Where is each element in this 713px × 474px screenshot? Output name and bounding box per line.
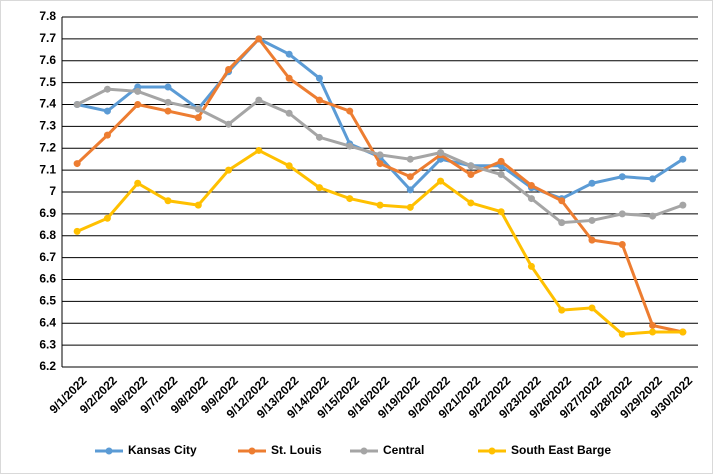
- data-point: [225, 120, 233, 128]
- data-point: [618, 210, 626, 218]
- data-point: [255, 35, 263, 43]
- y-tick-label: 7.2: [39, 140, 56, 154]
- data-point: [285, 50, 293, 58]
- y-tick-label: 6.2: [39, 359, 56, 373]
- data-point: [497, 157, 505, 165]
- legend-marker: [488, 447, 496, 455]
- data-point: [649, 212, 657, 220]
- y-tick-label: 6.9: [39, 206, 56, 220]
- data-point: [527, 181, 535, 189]
- data-point: [285, 109, 293, 117]
- data-point: [194, 105, 202, 113]
- legend-label: Kansas City: [128, 443, 197, 457]
- y-tick-label: 6.3: [39, 337, 56, 351]
- data-point: [103, 131, 111, 139]
- data-point: [437, 177, 445, 185]
- data-point: [315, 133, 323, 141]
- data-point: [346, 142, 354, 150]
- data-point: [497, 171, 505, 178]
- data-point: [649, 321, 657, 329]
- data-point: [346, 195, 354, 203]
- data-point: [194, 201, 202, 209]
- data-point: [103, 214, 111, 222]
- legend-marker: [105, 447, 113, 455]
- data-point: [164, 98, 172, 106]
- data-point: [406, 186, 414, 194]
- data-point: [285, 74, 293, 82]
- data-point: [164, 197, 172, 205]
- data-point: [467, 199, 475, 207]
- data-point: [346, 107, 354, 115]
- data-point: [558, 306, 566, 314]
- y-tick-label: 7.6: [39, 53, 56, 67]
- data-point: [527, 195, 535, 203]
- data-point: [527, 262, 535, 270]
- data-point: [679, 328, 687, 336]
- data-point: [406, 173, 414, 181]
- data-point: [679, 155, 687, 163]
- data-point: [134, 101, 142, 108]
- data-point: [649, 328, 657, 336]
- legend-marker: [248, 447, 256, 455]
- data-point: [437, 149, 445, 157]
- y-tick-label: 7.3: [39, 119, 56, 133]
- data-point: [194, 114, 202, 122]
- data-point: [134, 179, 142, 187]
- data-point: [618, 173, 626, 181]
- data-point: [103, 107, 111, 115]
- data-point: [558, 197, 566, 205]
- data-point: [467, 162, 475, 170]
- data-point: [406, 203, 414, 211]
- data-point: [376, 201, 384, 209]
- data-point: [679, 201, 687, 209]
- data-point: [164, 107, 172, 115]
- data-point: [315, 184, 323, 192]
- data-point: [103, 85, 111, 93]
- data-point: [315, 74, 323, 82]
- data-point: [618, 330, 626, 338]
- data-point: [649, 175, 657, 183]
- data-point: [73, 101, 81, 108]
- data-point: [225, 66, 233, 73]
- data-point: [134, 87, 142, 95]
- data-point: [164, 83, 172, 91]
- legend-label: St. Louis: [271, 443, 322, 457]
- y-tick-label: 7.5: [39, 75, 56, 89]
- legend-label: South East Barge: [511, 443, 611, 457]
- y-tick-label: 6.4: [39, 315, 56, 329]
- data-point: [225, 166, 233, 174]
- data-point: [255, 146, 263, 154]
- data-point: [588, 304, 596, 312]
- data-point: [73, 160, 81, 168]
- data-point: [618, 241, 626, 248]
- y-tick-label: 7: [49, 184, 56, 198]
- y-tick-label: 7.1: [39, 162, 56, 176]
- y-tick-label: 7.7: [39, 31, 56, 45]
- data-point: [315, 96, 323, 104]
- data-point: [588, 236, 596, 244]
- data-point: [558, 219, 566, 227]
- data-point: [376, 160, 384, 168]
- y-tick-label: 6.5: [39, 294, 56, 308]
- data-point: [376, 151, 384, 159]
- legend-marker: [360, 447, 368, 455]
- data-point: [73, 227, 81, 235]
- data-point: [588, 216, 596, 224]
- data-point: [406, 155, 414, 163]
- data-point: [588, 179, 596, 187]
- y-tick-label: 6.6: [39, 272, 56, 286]
- y-tick-label: 6.7: [39, 250, 56, 264]
- data-point: [497, 208, 505, 216]
- data-point: [255, 96, 263, 104]
- y-tick-label: 6.8: [39, 228, 56, 242]
- legend-label: Central: [383, 443, 424, 457]
- data-point: [285, 162, 293, 170]
- y-tick-label: 7.8: [39, 9, 56, 23]
- y-tick-label: 7.4: [39, 97, 56, 111]
- data-point: [467, 171, 475, 178]
